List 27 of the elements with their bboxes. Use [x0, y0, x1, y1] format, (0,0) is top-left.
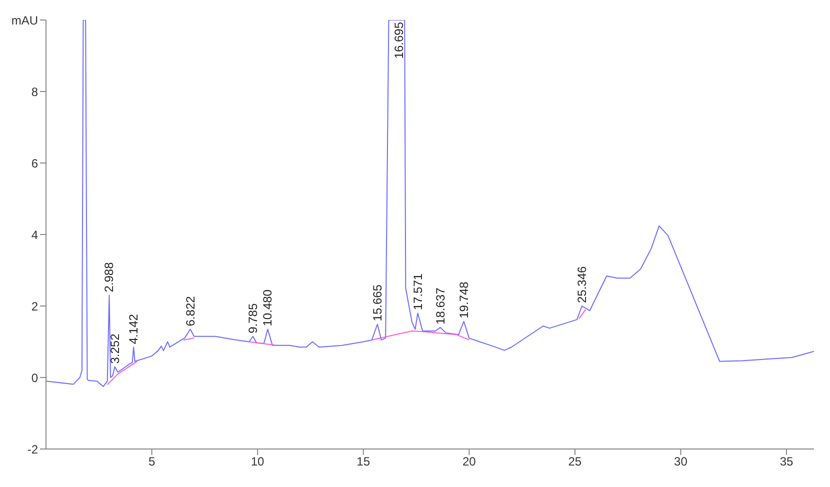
annotation: 19.748 [456, 281, 471, 318]
x-tick-label: 35 [780, 454, 794, 469]
annotation: 25.346 [575, 266, 590, 303]
x-tick-label: 25 [568, 454, 582, 469]
y-tick-label: mAU [11, 13, 38, 28]
annotation: 18.637 [433, 287, 448, 324]
y-tick-label: 8 [31, 84, 38, 99]
annotation: 17.571 [410, 273, 425, 310]
x-tick-label: 30 [674, 454, 688, 469]
annotation: 9.785 [246, 303, 260, 334]
annotation: 3.252 [108, 333, 122, 364]
x-tick-label: 20 [462, 454, 476, 469]
y-tick-label: -2 [27, 442, 38, 456]
annotation: 6.822 [183, 296, 198, 326]
y-tick-label: 2 [31, 299, 38, 314]
x-tick-label: 10 [250, 454, 265, 469]
annotation: 16.695 [392, 22, 406, 59]
y-tick-label: 0 [31, 370, 38, 385]
line-series [46, 20, 814, 387]
annotation: 4.142 [126, 314, 141, 344]
y-tick-label: 6 [31, 156, 38, 170]
x-tick-label: 15 [356, 454, 370, 469]
annotation: 2.988 [102, 262, 116, 292]
x-tick-label: 5 [148, 454, 156, 469]
annotation: 15.665 [370, 284, 384, 322]
annotation: 10.480 [260, 289, 275, 326]
y-tick-label: 4 [31, 228, 38, 242]
